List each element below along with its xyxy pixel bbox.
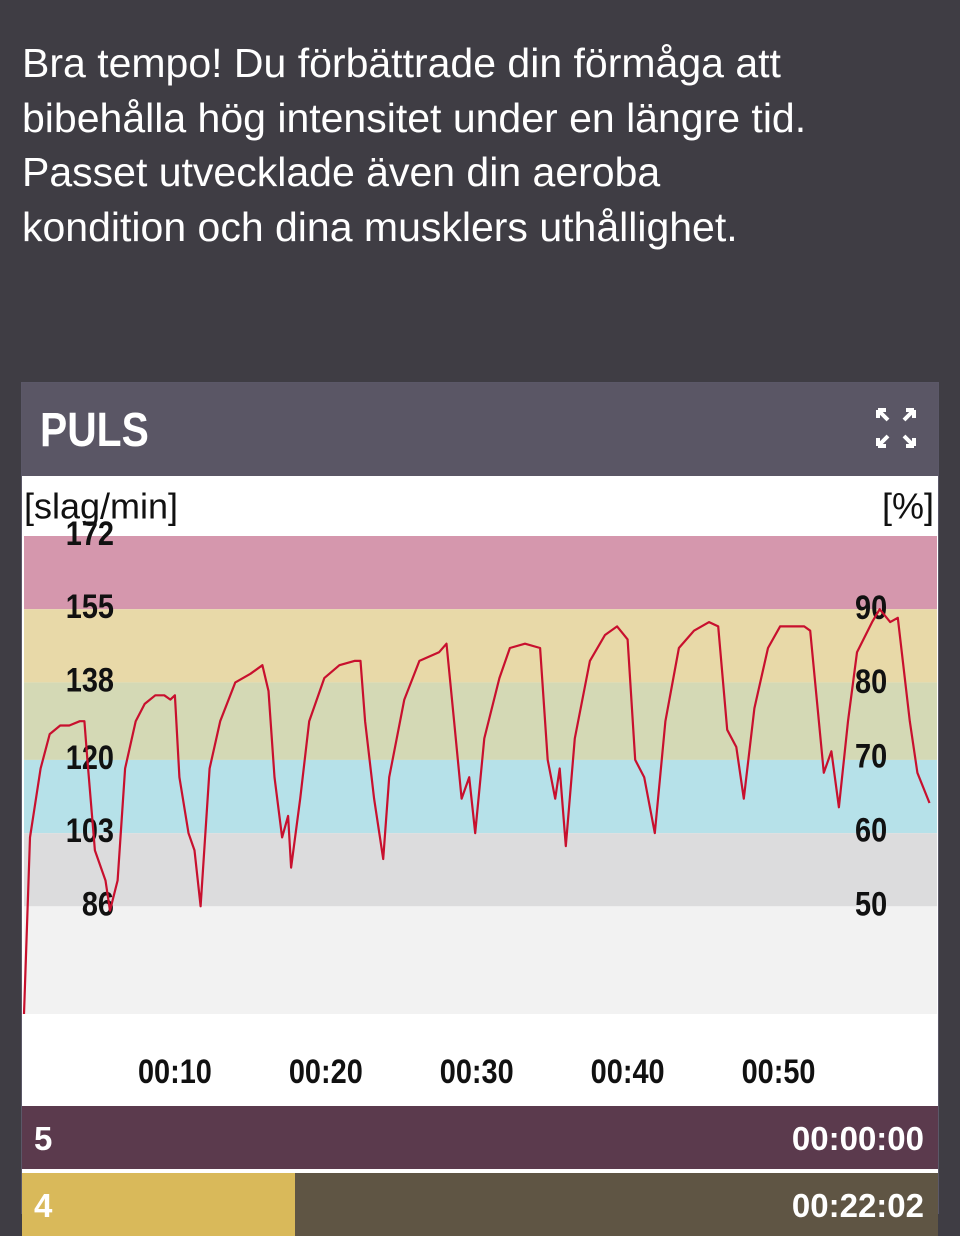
zone-time: 00:22:02 (791, 1187, 924, 1224)
expand-icon[interactable] (876, 408, 916, 448)
y2-tick-label: 70 (855, 736, 887, 775)
zone-number: 5 (34, 1120, 53, 1157)
x-tick-label: 00:50 (742, 1052, 816, 1091)
zone-band (24, 609, 937, 683)
pulse-line (22, 608, 931, 1015)
y2-tick-label: 90 (855, 588, 887, 627)
y2-tick-label: 50 (855, 884, 887, 923)
y2-tick-label: 60 (855, 810, 887, 849)
x-tick-label: 00:40 (591, 1052, 665, 1091)
y-tick-label: 120 (66, 738, 114, 777)
y2-tick-label: 80 (855, 662, 887, 701)
zone-band (24, 833, 937, 907)
screen: Bra tempo! Du förbättrade din förmåga at… (21, 36, 939, 1236)
y2-axis-label: [%] (882, 486, 934, 527)
zone-row: 4 00:22:02 (22, 1173, 938, 1236)
message: Bra tempo! Du förbättrade din förmåga at… (22, 36, 806, 254)
message-line: kondition och dina musklers uthållighet. (22, 203, 738, 250)
y-tick-label: 155 (66, 587, 114, 626)
message-line: bibehålla hög intensitet under en längre… (22, 94, 807, 141)
zone-time: 00:00:00 (791, 1120, 924, 1157)
y-tick-label: 172 (66, 514, 114, 553)
panel-header: PULS (22, 383, 938, 476)
zone-bar (22, 1173, 295, 1236)
chart: [slag/min] [%]861031201381551725060708090… (22, 486, 937, 1091)
x-tick-label: 00:10 (138, 1052, 212, 1091)
zone-row: 5 00:00:00 (22, 1106, 938, 1169)
message-line: Bra tempo! Du förbättrade din förmåga at… (22, 40, 781, 86)
panel-title: PULS (40, 404, 149, 457)
zone-band (24, 682, 937, 760)
y-tick-label: 138 (66, 660, 114, 699)
zone-number: 4 (34, 1187, 53, 1224)
y-tick-label: 103 (66, 811, 114, 850)
message-line: Passet utvecklade även din aeroba (22, 149, 661, 195)
zone-band (24, 536, 937, 610)
x-tick-label: 00:20 (289, 1052, 363, 1091)
pulse-panel: PULS [slag/min] [%] 86 103 120 138 155 172 50 60 7… (21, 382, 939, 1236)
y-axis-label: [slag/min] (24, 486, 178, 527)
x-tick-label: 00:30 (440, 1052, 514, 1091)
zone-band (24, 906, 937, 1014)
